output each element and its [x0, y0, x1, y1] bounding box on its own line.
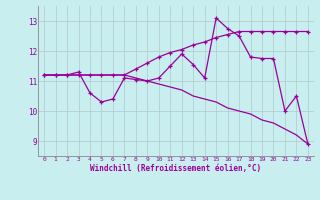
X-axis label: Windchill (Refroidissement éolien,°C): Windchill (Refroidissement éolien,°C): [91, 164, 261, 173]
